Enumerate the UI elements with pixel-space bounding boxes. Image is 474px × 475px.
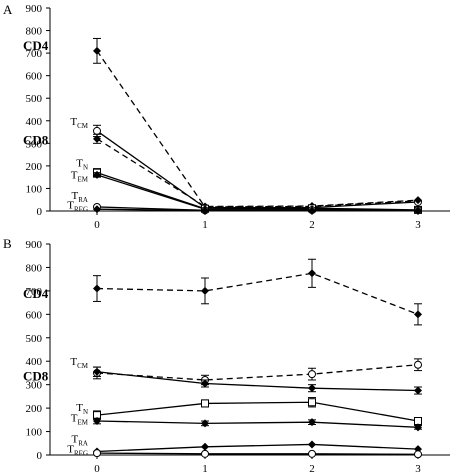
x-tick-label: 1 [202, 463, 208, 475]
data-point [308, 384, 316, 393]
data-point [93, 170, 101, 179]
series-label: TRA [72, 434, 88, 448]
data-point [308, 398, 316, 407]
series-line [96, 401, 419, 422]
data-point [93, 284, 101, 293]
y-tick-label: 100 [26, 427, 43, 439]
x-tick-label: 2 [309, 463, 315, 475]
x-tick-label: 0 [94, 219, 100, 231]
data-point [93, 417, 101, 426]
data-point [93, 126, 101, 135]
y-tick-label: 400 [26, 356, 43, 368]
data-point [93, 367, 101, 376]
series-label: TRA [72, 190, 88, 204]
data-point [201, 449, 209, 458]
y-tick-label: 300 [26, 138, 43, 150]
y-tick-label: 600 [26, 71, 43, 83]
series-label: TN [76, 402, 88, 416]
data-point [414, 196, 422, 205]
y-tick-label: 800 [26, 262, 43, 274]
series-line [96, 172, 419, 211]
x-tick-label: 0 [94, 463, 100, 475]
x-tick-label: 2 [309, 219, 315, 231]
y-tick-label: 700 [26, 286, 43, 298]
data-point [414, 206, 422, 215]
data-point [201, 419, 209, 428]
series-line [96, 130, 419, 209]
series-line [96, 364, 419, 381]
x-tick-label: 3 [415, 219, 421, 231]
y-tick-label: 0 [37, 206, 43, 218]
y-tick-label: 100 [26, 183, 43, 195]
data-point [414, 310, 422, 319]
data-point [93, 449, 101, 458]
y-tick-label: 500 [26, 333, 43, 345]
series-label: CD8 [23, 132, 49, 147]
series-label: CD8 [23, 368, 49, 383]
y-tick-label: 200 [26, 403, 43, 415]
series-line [96, 272, 419, 315]
data-point [93, 134, 101, 143]
data-point [201, 206, 209, 215]
data-point [201, 379, 209, 388]
series-line [96, 208, 418, 212]
data-point [308, 440, 316, 449]
data-point [93, 46, 101, 55]
data-point [414, 386, 422, 395]
data-point [93, 205, 101, 214]
series-line [96, 138, 419, 208]
series-label: CD4 [23, 38, 49, 53]
data-point [414, 360, 422, 369]
panel-b: B 0 100 200 300 400 500 600 700 800 900 0 1 2 3 CD4 TCM… [3, 236, 450, 475]
series-line [96, 50, 419, 208]
series-line [96, 452, 419, 455]
series-label: TCM [70, 116, 88, 130]
data-point [308, 418, 316, 427]
panel-a: A 0 100 200 300 400 500 600 700 800 900 0 1 2 3 CD4 TCM… [3, 2, 450, 231]
series-label: TEM [71, 169, 89, 183]
data-point [414, 450, 422, 459]
data-point [414, 423, 422, 432]
series-line [96, 443, 419, 453]
y-tick-label: 700 [26, 48, 43, 60]
panel-a-letter: A [3, 2, 13, 17]
series-line [96, 371, 419, 392]
series-label: CD4 [23, 286, 49, 301]
y-tick-label: 800 [26, 26, 43, 38]
y-tick-label: 900 [26, 239, 43, 251]
y-tick-label: 900 [26, 3, 43, 15]
panel-b-letter: B [3, 236, 12, 251]
x-tick-label: 1 [202, 219, 208, 231]
series-label: TN [76, 158, 88, 172]
x-tick-label: 3 [415, 463, 421, 475]
y-tick-label: 200 [26, 161, 43, 173]
data-point [201, 286, 209, 295]
series-label: TCM [70, 356, 88, 370]
data-point [308, 206, 316, 215]
y-tick-label: 0 [37, 450, 43, 462]
y-tick-label: 300 [26, 380, 43, 392]
series-line [96, 420, 419, 428]
data-point [308, 370, 316, 379]
data-point [308, 269, 316, 278]
data-point [201, 399, 209, 408]
y-tick-label: 500 [26, 93, 43, 105]
data-point [308, 449, 316, 458]
y-tick-label: 600 [26, 309, 43, 321]
y-tick-label: 400 [26, 116, 43, 128]
data-point [201, 442, 209, 451]
